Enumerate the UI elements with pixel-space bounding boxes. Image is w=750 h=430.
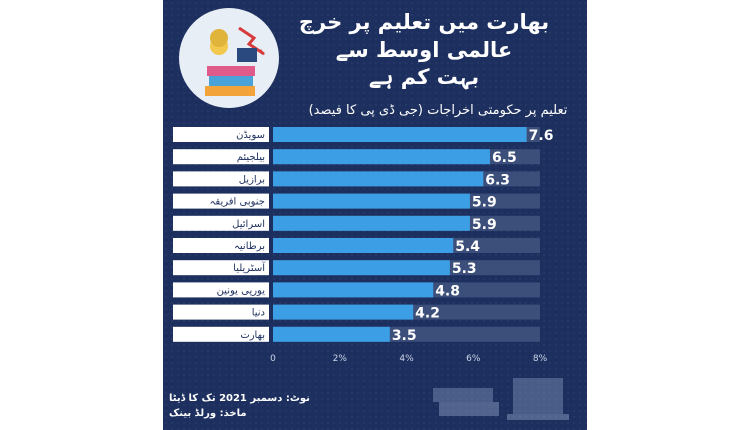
bar <box>273 127 527 142</box>
value-label: 6.5 <box>492 150 517 166</box>
value-label: 5.9 <box>472 195 497 211</box>
bar-chart: سویڈن 7.6 بیلجیئم 6.5 برازیل 6.3 جنوبی افریقہ 5… <box>173 127 554 364</box>
value-label: 4.8 <box>435 283 460 299</box>
category-label-box <box>173 304 269 320</box>
category-label: سویڈن <box>236 130 265 141</box>
value-label: 5.4 <box>455 239 480 255</box>
bar <box>273 282 434 298</box>
category-label-box <box>173 282 269 298</box>
value-label: 3.5 <box>392 328 417 344</box>
books-laptop-illustration <box>423 368 583 430</box>
category-label-box <box>173 149 269 165</box>
x-tick-label: 8% <box>533 354 548 364</box>
category-label: اسرائیل <box>232 219 265 230</box>
value-label: 5.3 <box>452 261 477 277</box>
footnote-source: ماخذ: ورلڈ بینک <box>169 408 247 419</box>
bar <box>273 260 450 276</box>
x-tick-label: 2% <box>333 354 348 364</box>
category-label-box <box>173 127 269 142</box>
bar <box>273 149 490 165</box>
value-label: 7.6 <box>529 128 554 144</box>
category-label-box <box>173 326 269 342</box>
bar <box>273 238 454 253</box>
category-label-box <box>173 171 269 187</box>
title-line-2: عالمی اوسط سے <box>335 38 513 62</box>
value-label: 6.3 <box>485 172 510 188</box>
infographic-frame: بھارت میں تعلیم پر خرچ عالمی اوسط سے بہت… <box>163 0 587 430</box>
category-label: دنیا <box>252 308 265 319</box>
category-label: آسٹریلیا <box>233 261 266 274</box>
value-label: 4.2 <box>415 306 440 322</box>
category-label: یورپی یونین <box>217 285 266 296</box>
x-tick-label: 6% <box>466 354 481 364</box>
x-tick-label: 0 <box>270 354 276 364</box>
chart-subtitle: تعلیم پر حکومتی اخراجات (جی ڈی پی کا فیص… <box>308 103 568 118</box>
bar <box>273 326 390 342</box>
bar <box>273 171 484 187</box>
x-tick-label: 4% <box>399 354 414 364</box>
category-label: برطانیہ <box>234 241 265 252</box>
category-label-box <box>173 238 269 253</box>
title-line-3: بہت کم ہے <box>368 65 480 89</box>
category-label: برازیل <box>239 174 265 185</box>
bar <box>273 215 470 231</box>
footnote-date: نوٹ: دسمبر 2021 تک کا ڈیٹا <box>169 393 310 404</box>
category-label: جنوبی افریقہ <box>210 197 265 208</box>
title-line-1: بھارت میں تعلیم پر خرچ <box>298 10 550 34</box>
category-label-box <box>173 260 269 276</box>
category-label: بیلجیئم <box>237 152 265 163</box>
category-label-box <box>173 215 269 231</box>
books-coins-illustration <box>179 8 279 108</box>
value-label: 5.9 <box>472 217 497 233</box>
category-label: بھارت <box>240 330 265 341</box>
bar <box>273 304 414 320</box>
bar <box>273 193 470 209</box>
category-label-box <box>173 193 269 209</box>
